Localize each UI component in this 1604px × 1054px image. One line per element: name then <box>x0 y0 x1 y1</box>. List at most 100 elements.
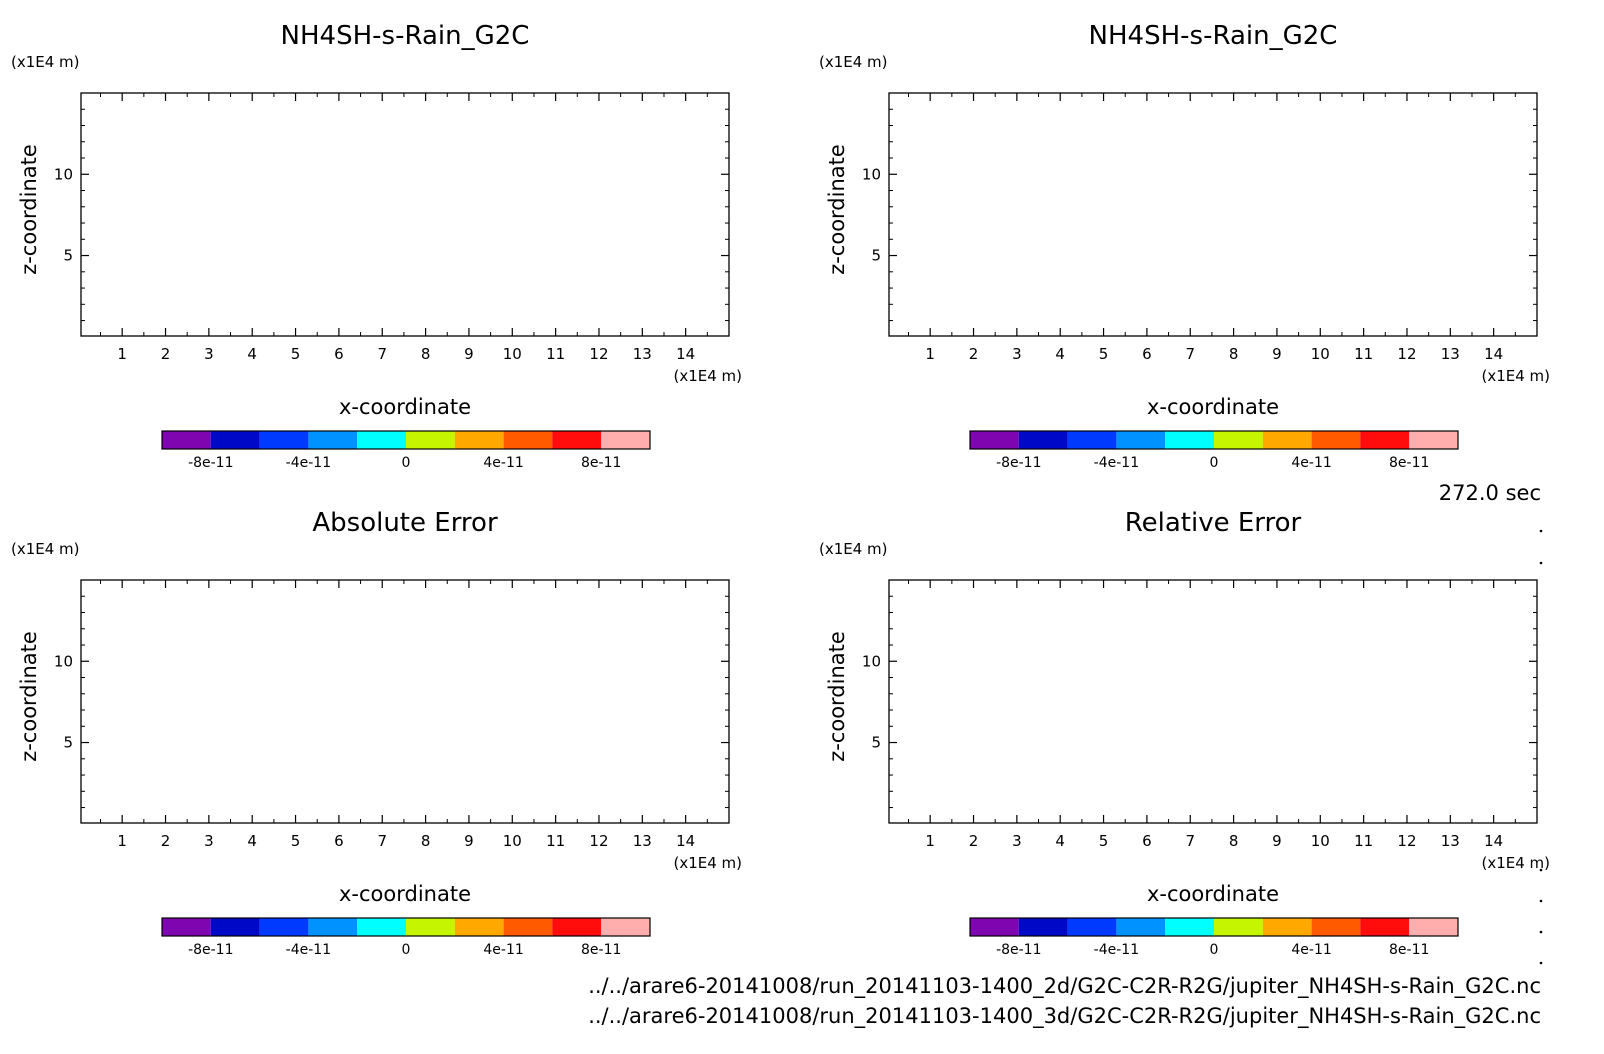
panel-1: NH4SH-s-Rain_G2C(x1E4 m)1 2 3 4 5 6 7 8 9 10 11 12 1… <box>11 21 742 471</box>
colorbar-tick-label: 0 <box>402 942 411 958</box>
x-tick-label: 11 <box>1354 832 1373 850</box>
x-tick-label: 6 <box>1142 345 1152 363</box>
panel-title: NH4SH-s-Rain_G2C <box>281 21 530 51</box>
plot-frame <box>80 92 730 337</box>
colorbar-tick-label: -4e-11 <box>286 455 331 471</box>
colorbar-swatch <box>1360 918 1410 936</box>
x-tick-label: 9 <box>1272 832 1282 850</box>
colorbar-swatch <box>308 431 358 449</box>
colorbar-tick-label: 8e-11 <box>581 455 621 471</box>
colorbar-tick-label: 0 <box>1210 455 1219 471</box>
file-path-3d: ../../arare6-20141008/run_20141103-1400_… <box>588 1004 1541 1029</box>
x-tick-label: 7 <box>377 832 387 850</box>
colorbar-tick-label: 4e-11 <box>483 455 523 471</box>
x-tick-label: 6 <box>1142 832 1152 850</box>
plot-frame <box>888 579 1538 824</box>
file-path-2d: ../../arare6-20141008/run_20141103-1400_… <box>588 974 1541 999</box>
colorbar-frame <box>161 430 651 450</box>
y-tick-label: 5 <box>871 734 881 752</box>
x-tick-label: 5 <box>291 832 301 850</box>
colorbar-swatch <box>259 431 309 449</box>
colorbar-swatch <box>1165 918 1214 936</box>
x-tick-label: 12 <box>589 345 608 363</box>
colorbar-swatch <box>406 918 455 936</box>
colorbar-swatch <box>259 918 309 936</box>
colorbar-swatch <box>503 431 553 449</box>
colorbar-swatch <box>1311 918 1361 936</box>
x-tick-label: 7 <box>1185 832 1195 850</box>
edge-dot <box>1539 930 1543 934</box>
colorbar-tick-label: 8e-11 <box>1389 455 1429 471</box>
x-tick-label: 1 <box>925 832 935 850</box>
x-tick-label: 7 <box>1185 345 1195 363</box>
x-unit-label: (x1E4 m) <box>673 367 742 385</box>
colorbar-swatch <box>1262 431 1312 449</box>
x-tick-label: 2 <box>969 345 979 363</box>
y-tick-label: 10 <box>862 165 881 183</box>
colorbar-swatch <box>1311 431 1361 449</box>
x-tick-label: 10 <box>503 832 522 850</box>
panel-title: Relative Error <box>1125 508 1302 538</box>
edge-dot <box>1539 899 1543 903</box>
x-axis-label: x-coordinate <box>339 882 471 906</box>
y-unit-label: (x1E4 m) <box>819 540 888 558</box>
colorbar-frame <box>969 917 1459 937</box>
colorbar: -8e-11 -4e-11 0 4e-11 8e-11 <box>161 430 651 471</box>
colorbar-swatch <box>970 431 1019 449</box>
colorbar-swatch <box>210 918 260 936</box>
x-tick-label: 14 <box>1484 345 1503 363</box>
x-tick-label: 14 <box>676 345 695 363</box>
panel-4: Relative Error(x1E4 m)1 2 3 4 5 6 7 8 9 10 11 12 13 1… <box>819 508 1550 958</box>
colorbar-swatch <box>1214 431 1263 449</box>
y-tick-label: 10 <box>54 652 73 670</box>
x-tick-label: 1 <box>117 345 127 363</box>
colorbar-swatch <box>1214 918 1263 936</box>
colorbar-tick-label: -8e-11 <box>188 942 233 958</box>
colorbar-swatch <box>406 431 455 449</box>
colorbar-tick-label: -8e-11 <box>188 455 233 471</box>
x-tick-label: 12 <box>589 832 608 850</box>
x-tick-label: 8 <box>421 832 431 850</box>
x-tick-label: 14 <box>1484 832 1503 850</box>
x-tick-label: 10 <box>1311 345 1330 363</box>
colorbar-swatch <box>1116 431 1166 449</box>
edge-dot <box>1539 529 1543 533</box>
y-axis-label: z-coordinate <box>17 631 41 762</box>
time-label: 272.0 sec <box>1439 481 1541 505</box>
edge-dot <box>1539 561 1543 565</box>
x-tick-label: 13 <box>1441 832 1460 850</box>
colorbar-swatch <box>162 431 211 449</box>
y-unit-label: (x1E4 m) <box>819 53 888 71</box>
x-tick-label: 14 <box>676 832 695 850</box>
x-tick-label: 9 <box>464 345 474 363</box>
y-axis-label: z-coordinate <box>825 631 849 762</box>
x-tick-label: 12 <box>1397 345 1416 363</box>
panel-title: Absolute Error <box>312 508 498 538</box>
colorbar-tick-label: -4e-11 <box>286 942 331 958</box>
colorbar: -8e-11 -4e-11 0 4e-11 8e-11 <box>161 917 651 958</box>
x-tick-label: 3 <box>1012 345 1022 363</box>
x-unit-label: (x1E4 m) <box>1481 854 1550 872</box>
colorbar-tick-label: 8e-11 <box>581 942 621 958</box>
colorbar: -8e-11 -4e-11 0 4e-11 8e-11 <box>969 917 1459 958</box>
x-tick-label: 6 <box>334 832 344 850</box>
x-tick-label: 11 <box>546 832 565 850</box>
x-tick-label: 6 <box>334 345 344 363</box>
x-tick-label: 8 <box>1229 832 1239 850</box>
x-tick-label: 9 <box>464 832 474 850</box>
colorbar-tick-label: -4e-11 <box>1094 942 1139 958</box>
colorbar-swatch <box>1067 918 1117 936</box>
colorbar-swatch <box>601 431 650 449</box>
colorbar-tick-label: 8e-11 <box>1389 942 1429 958</box>
colorbar-swatch <box>357 918 406 936</box>
x-tick-label: 10 <box>1311 832 1330 850</box>
plot-frame <box>80 579 730 824</box>
y-tick-label: 5 <box>63 247 73 265</box>
y-tick-label: 10 <box>54 165 73 183</box>
colorbar-swatch <box>357 431 406 449</box>
colorbar-frame <box>969 430 1459 450</box>
x-tick-label: 5 <box>1099 345 1109 363</box>
x-tick-label: 5 <box>291 345 301 363</box>
colorbar-tick-label: -8e-11 <box>996 455 1041 471</box>
